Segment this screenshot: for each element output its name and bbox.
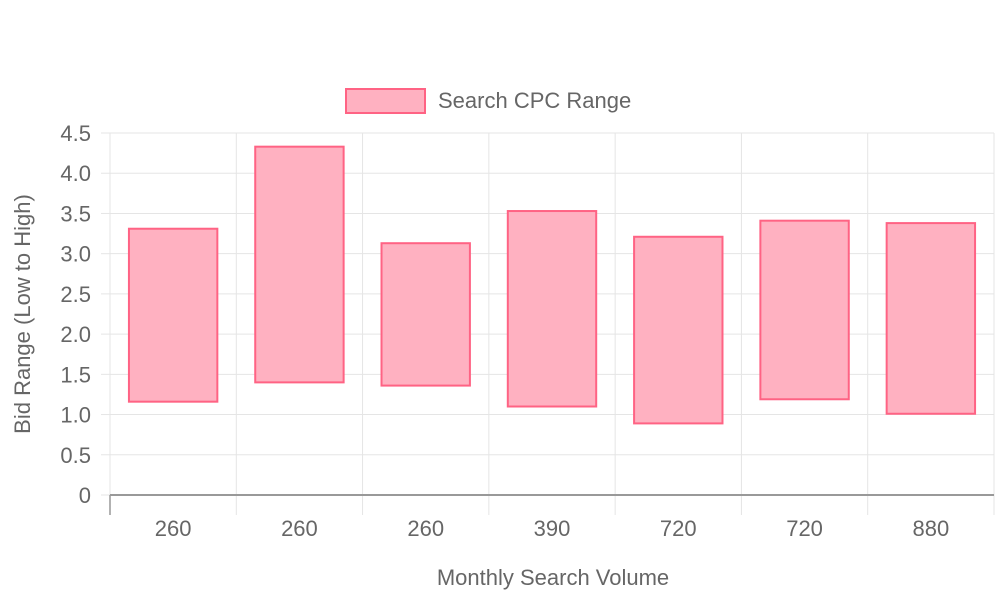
x-tick-labels: 260 260 260 390 720 720 880 — [155, 516, 949, 541]
axes — [101, 132, 994, 515]
y-tick-label: 0 — [79, 483, 91, 508]
x-tick-label: 390 — [534, 516, 571, 541]
bar-5 — [759, 219, 850, 401]
y-tick-label: 3.5 — [60, 201, 91, 226]
x-tick-label: 260 — [281, 516, 318, 541]
x-tick-label: 260 — [155, 516, 192, 541]
y-tick-label: 0.5 — [60, 443, 91, 468]
legend-label-search-cpc-range: Search CPC Range — [438, 88, 631, 113]
bar-0 — [127, 227, 219, 403]
bar-4 — [633, 235, 724, 425]
y-tick-label: 2.0 — [60, 322, 91, 347]
bars — [127, 145, 977, 425]
x-tick-label: 880 — [912, 516, 949, 541]
bar-1 — [254, 145, 345, 384]
legend[interactable]: Search CPC Range — [345, 88, 631, 114]
y-tick-label: 1.0 — [60, 403, 91, 428]
y-axis-title: Bid Range (Low to High) — [10, 194, 35, 434]
x-axis-title: Monthly Search Volume — [437, 565, 669, 590]
x-tick-label: 260 — [407, 516, 444, 541]
y-tick-label: 3.0 — [60, 242, 91, 267]
bar-2 — [380, 242, 471, 387]
y-tick-label: 1.5 — [60, 362, 91, 387]
legend-swatch — [345, 88, 426, 114]
x-tick-label: 720 — [660, 516, 697, 541]
x-tick-label: 720 — [786, 516, 823, 541]
y-tick-label: 4.0 — [60, 161, 91, 186]
y-tick-label: 2.5 — [60, 282, 91, 307]
bar-6 — [885, 222, 977, 415]
bar-3 — [506, 210, 598, 408]
y-tick-label: 4.5 — [60, 121, 91, 146]
y-tick-labels: 0 0.5 1.0 1.5 2.0 2.5 3.0 3.5 4.0 4.5 — [60, 121, 91, 508]
